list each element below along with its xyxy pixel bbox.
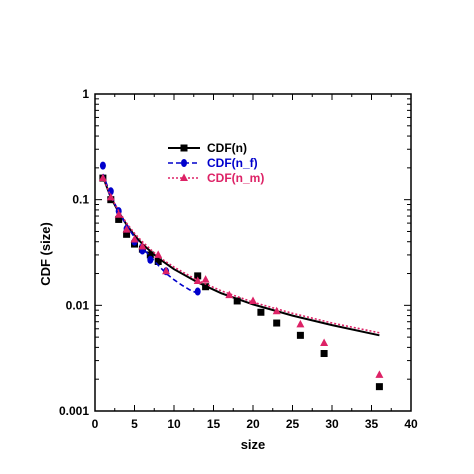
x-tick-label: 0 bbox=[92, 417, 99, 431]
x-tick-label: 20 bbox=[246, 417, 260, 431]
data-point-cdf-n-m bbox=[122, 225, 131, 233]
data-point-cdf-n-f bbox=[194, 287, 201, 296]
legend-label-cdf-n-m: CDF(n_m) bbox=[207, 171, 264, 185]
data-point-cdf-n-m bbox=[130, 234, 139, 243]
data-point-cdf-n-m bbox=[225, 290, 234, 299]
data-point-cdf-n-m bbox=[272, 306, 281, 315]
x-axis-title: size bbox=[241, 437, 266, 452]
legend-marker-cdf-n-m bbox=[180, 173, 188, 181]
legend-marker-cdf-n-f bbox=[181, 159, 187, 167]
data-point-cdf-n-m bbox=[154, 250, 163, 258]
data-point-cdf-n bbox=[115, 215, 123, 223]
data-point-cdf-n-m bbox=[249, 296, 257, 304]
data-point-cdf-n bbox=[123, 230, 131, 238]
y-tick-label: 1 bbox=[82, 87, 89, 101]
data-point-cdf-n bbox=[233, 297, 241, 305]
data-point-cdf-n bbox=[202, 283, 210, 291]
plot-area bbox=[98, 161, 384, 391]
data-point-cdf-n-m bbox=[375, 370, 384, 378]
data-point-cdf-n-m bbox=[201, 275, 210, 283]
y-tick-label: 0.1 bbox=[72, 193, 89, 207]
data-point-cdf-n-m bbox=[162, 266, 171, 275]
data-point-cdf-n bbox=[320, 350, 328, 358]
legend-label-cdf-n: CDF(n) bbox=[207, 141, 247, 155]
data-point-cdf-n-m bbox=[138, 242, 147, 250]
data-point-cdf-n-m bbox=[193, 276, 202, 284]
data-point-cdf-n bbox=[194, 272, 202, 280]
legend-marker-cdf-n bbox=[180, 144, 188, 152]
data-point-cdf-n bbox=[154, 257, 162, 265]
x-tick-label: 35 bbox=[365, 417, 379, 431]
data-point-cdf-n-m bbox=[320, 338, 329, 347]
data-point-cdf-n-f bbox=[99, 161, 106, 170]
data-point-cdf-n-m bbox=[296, 319, 305, 328]
data-point-cdf-n-f bbox=[147, 255, 154, 264]
legend-label-cdf-n-f: CDF(n_f) bbox=[207, 156, 258, 170]
data-point-cdf-n bbox=[146, 251, 154, 259]
x-tick-label: 40 bbox=[404, 417, 418, 431]
x-tick-label: 15 bbox=[207, 417, 221, 431]
data-point-cdf-n bbox=[296, 331, 304, 339]
x-tick-label: 10 bbox=[167, 417, 181, 431]
x-tick-label: 30 bbox=[325, 417, 339, 431]
legend: CDF(n)CDF(n_f)CDF(n_m) bbox=[168, 141, 264, 185]
data-point-cdf-n-m bbox=[114, 210, 123, 218]
data-point-cdf-n bbox=[257, 308, 265, 316]
x-tick-label: 5 bbox=[131, 417, 138, 431]
data-point-cdf-n-m bbox=[106, 192, 115, 201]
y-tick-label: 0.001 bbox=[59, 404, 89, 418]
data-point-cdf-n bbox=[273, 319, 281, 327]
y-tick-label: 0.01 bbox=[66, 298, 90, 312]
data-point-cdf-n-m bbox=[98, 173, 107, 182]
data-point-cdf-n bbox=[375, 383, 383, 391]
x-tick-label: 25 bbox=[286, 417, 300, 431]
axes: 0 5 10 15 20 25 30 35 40 0.001 0.01 0.1 1 bbox=[59, 87, 418, 431]
y-axis-title: CDF (size) bbox=[38, 222, 53, 286]
